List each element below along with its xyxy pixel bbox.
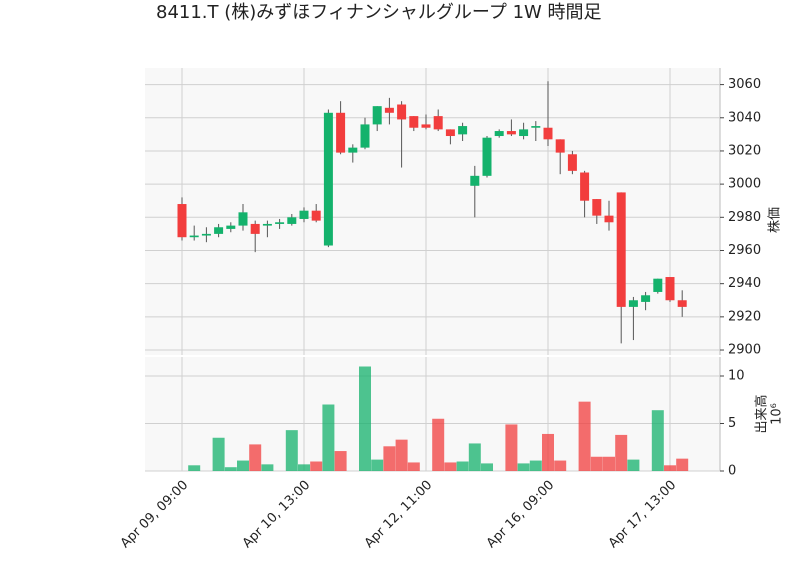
volume-bar — [212, 437, 225, 471]
volume-bar — [664, 465, 676, 471]
candle-body — [567, 154, 577, 171]
volume-bar — [554, 460, 567, 471]
volume-bar — [676, 458, 689, 471]
candle-body — [604, 215, 614, 223]
candle-body — [323, 112, 333, 246]
volume-bar — [334, 451, 347, 471]
volume-bar — [456, 461, 469, 471]
candle-body — [433, 116, 443, 130]
candle-body — [226, 225, 236, 229]
y-tick-label: 2920 — [728, 309, 761, 324]
candle-body — [482, 137, 492, 176]
x-tick-label: Apr 16, 09:00 — [484, 478, 557, 551]
y-axis-label: 株価 — [768, 207, 783, 233]
candle-body — [628, 300, 638, 307]
volume-bar — [188, 465, 201, 471]
candle-body — [580, 172, 590, 201]
volume-tick-label: 0 — [728, 464, 736, 479]
candle-body — [262, 223, 272, 226]
candle-body — [641, 295, 651, 302]
candle-body — [311, 210, 321, 221]
candle-body — [494, 131, 504, 137]
volume-bar — [237, 460, 249, 471]
x-tick-label: Apr 10, 13:00 — [240, 478, 313, 551]
candle-body — [360, 124, 370, 148]
x-tick-label: Apr 12, 11:00 — [362, 478, 435, 551]
candle-body — [519, 129, 529, 137]
volume-bar — [298, 464, 310, 471]
candle-body — [275, 222, 285, 224]
candle-body — [665, 277, 675, 301]
volume-tick-label: 10 — [728, 369, 745, 384]
volume-bar — [249, 444, 262, 471]
candle-body — [397, 104, 407, 120]
y-tick-label: 2960 — [728, 243, 761, 258]
candle-body — [653, 278, 663, 292]
volume-bar — [578, 401, 591, 471]
candle-body — [384, 107, 394, 113]
volume-bar — [603, 456, 615, 471]
candle-body — [250, 223, 260, 234]
volume-bar — [261, 464, 274, 471]
volume-bar — [590, 456, 603, 471]
chart-title: 8411.T (株)みずほフィナンシャルグループ 1W 時間足 — [156, 2, 602, 23]
y-tick-label: 3040 — [728, 110, 761, 125]
y-tick-label: 2900 — [728, 343, 761, 358]
y-tick-label: 2940 — [728, 276, 761, 291]
candle-body — [421, 124, 431, 128]
volume-bar — [395, 439, 408, 471]
volume-bar — [517, 463, 530, 471]
y-tick-label: 3020 — [728, 143, 761, 158]
candle-body — [470, 175, 480, 186]
candle-body — [348, 147, 358, 153]
candle-body — [299, 210, 309, 219]
volume-axis-label: 出来高 — [754, 394, 770, 433]
volume-bar — [285, 430, 298, 471]
candle-body — [336, 112, 346, 153]
volume-bar — [383, 446, 396, 471]
y-tick-label: 3060 — [728, 77, 761, 92]
candle-body — [555, 139, 565, 153]
volume-bar — [529, 460, 542, 471]
candle-body — [214, 227, 224, 234]
candle-body — [506, 131, 516, 135]
candle-body — [531, 126, 541, 128]
candle-body — [409, 116, 419, 128]
candle-body — [592, 199, 602, 216]
volume-bar — [444, 462, 457, 471]
x-tick-label: Apr 09, 09:00 — [118, 478, 191, 551]
volume-bar — [627, 459, 640, 471]
candle-body — [543, 127, 553, 140]
volume-offset: 10⁶ — [770, 403, 785, 425]
volume-bar — [651, 410, 664, 471]
volume-tick-label: 5 — [728, 416, 736, 431]
volume-bar — [468, 443, 481, 471]
volume-bar — [432, 418, 445, 471]
y-tick-label: 2980 — [728, 210, 761, 225]
candle-body — [201, 233, 211, 236]
candle-body — [189, 235, 199, 238]
volume-bar — [542, 433, 554, 471]
volume-bar — [224, 467, 237, 471]
volume-bar — [481, 463, 493, 471]
candle-body — [616, 192, 626, 307]
candle-body — [458, 126, 468, 135]
volume-bar — [505, 424, 518, 471]
y-tick-label: 3000 — [728, 177, 761, 192]
volume-bar — [615, 434, 628, 471]
x-tick-label: Apr 17, 13:00 — [606, 478, 679, 551]
volume-bar — [407, 462, 420, 471]
volume-bar — [322, 404, 335, 471]
volume-bar — [371, 459, 384, 471]
volume-bar — [359, 366, 371, 471]
candle-body — [445, 129, 455, 137]
volume-bar — [310, 461, 323, 471]
candle-body — [177, 204, 187, 238]
candle-body — [238, 212, 248, 226]
candle-body — [677, 300, 687, 307]
candle-body — [372, 106, 382, 125]
candle-body — [287, 217, 297, 224]
